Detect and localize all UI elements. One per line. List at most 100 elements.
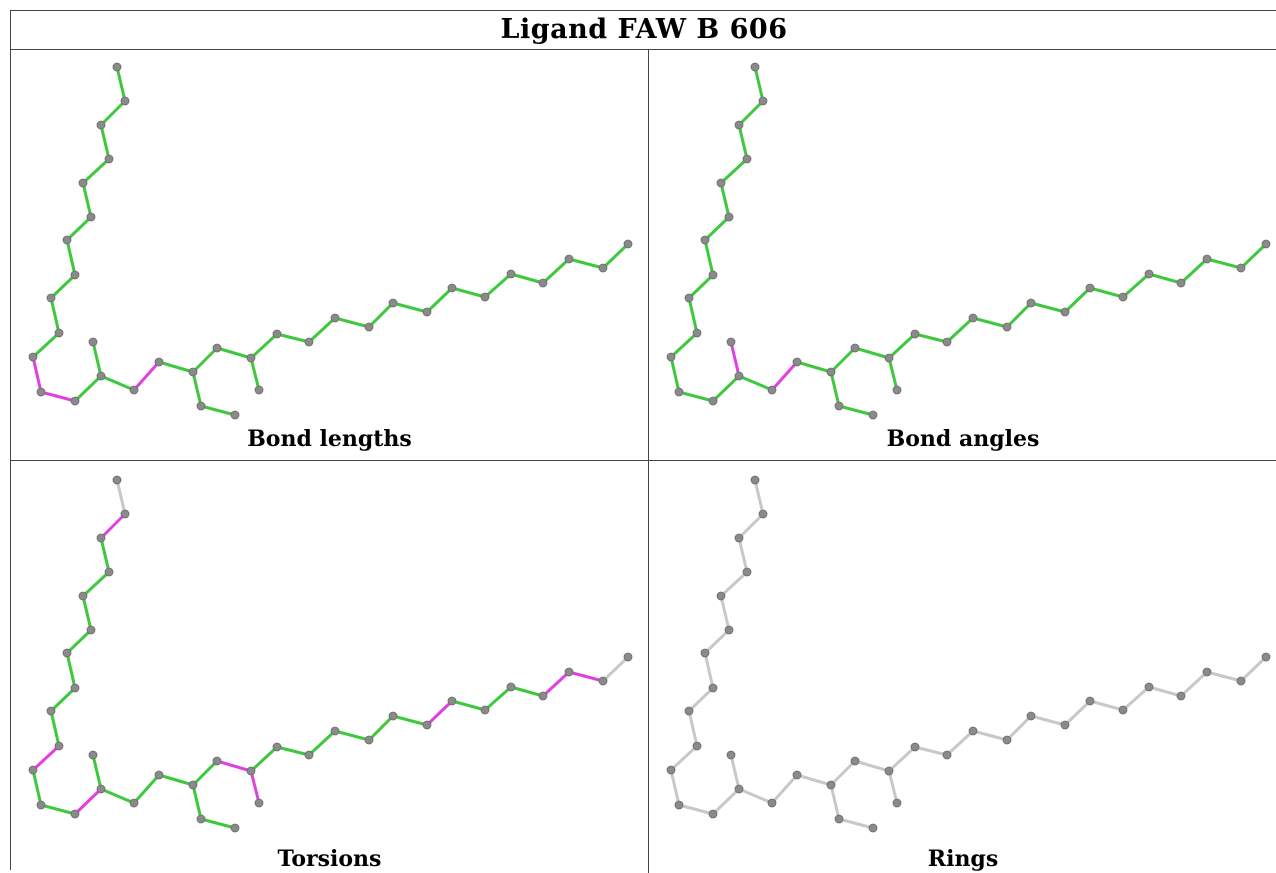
atom [700,235,710,245]
bond [601,242,630,270]
atom [96,371,106,381]
bond [729,340,741,378]
bond [1239,242,1268,270]
atom [70,270,80,280]
bond [81,570,111,598]
atom [792,357,802,367]
atom [1085,283,1095,293]
atom [750,62,760,72]
bond [687,296,699,335]
atom [70,809,80,819]
bond [669,355,681,394]
bond [1179,257,1209,285]
bond [737,374,774,392]
atom [910,742,920,752]
bond [39,803,77,816]
bond [971,316,1009,329]
bond [703,238,715,277]
atom [246,353,256,363]
atom [246,766,256,776]
atom [70,683,80,693]
bond [541,257,571,285]
bond [450,699,487,712]
atom [692,741,702,751]
bond [729,753,741,791]
panel-rings: Rings [649,461,1276,873]
bond [770,360,799,392]
bond [31,744,61,772]
bond [829,783,841,821]
bond [1147,272,1183,285]
atom [212,343,222,353]
atom [254,798,264,808]
bond [1205,257,1243,270]
bond [853,759,891,773]
bond [669,331,699,359]
atom [36,800,46,810]
bond [275,745,311,757]
atom [78,178,88,188]
bond [31,355,43,394]
bond [73,374,103,403]
atom [364,735,374,745]
bond [199,817,237,830]
atom [88,750,98,760]
atom [623,652,633,662]
bond [65,215,93,242]
bond [1088,286,1125,299]
bond [837,404,875,417]
atom [129,385,139,395]
atom [724,625,734,635]
bond [65,238,77,277]
atom [1002,322,1012,332]
bond [703,651,715,690]
atom [892,385,902,395]
panel-bond-lengths: Bond lengths [11,50,649,461]
atom [1085,696,1095,706]
atom [742,567,752,577]
atom [692,328,702,338]
bond [887,769,899,805]
bond [425,286,454,314]
atom [188,780,198,790]
atom [968,313,978,323]
atom [272,329,282,339]
atom [726,750,736,760]
atom [88,337,98,347]
atom [96,533,106,543]
atom [1144,269,1154,279]
atom [388,711,398,721]
atom [708,683,718,693]
atom [1261,652,1271,662]
bond [191,346,219,374]
atom [1002,735,1012,745]
atom [742,154,752,164]
bond [49,709,61,748]
bond [1205,670,1243,683]
bond [307,316,337,344]
atom [388,298,398,308]
bond [1088,699,1125,712]
bond [215,346,253,360]
figure-frame: Ligand FAW B 606 Bond lengths Bond angle… [10,10,1276,873]
figure-title: Ligand FAW B 606 [11,11,1276,50]
atom [884,353,894,363]
atom [708,809,718,819]
bond [737,99,765,127]
bond [65,628,93,655]
bond [132,360,161,392]
atom [28,352,38,362]
bond [753,65,765,103]
atom [230,823,240,833]
bond [132,773,161,805]
bond [719,594,731,632]
bond [829,759,857,787]
panel-bond-angles: Bond angles [649,50,1276,461]
bond [677,803,715,816]
atom [104,154,114,164]
bond [913,745,949,757]
atom [564,667,574,677]
bond [91,753,103,791]
atom [868,410,878,420]
bond [249,332,279,360]
